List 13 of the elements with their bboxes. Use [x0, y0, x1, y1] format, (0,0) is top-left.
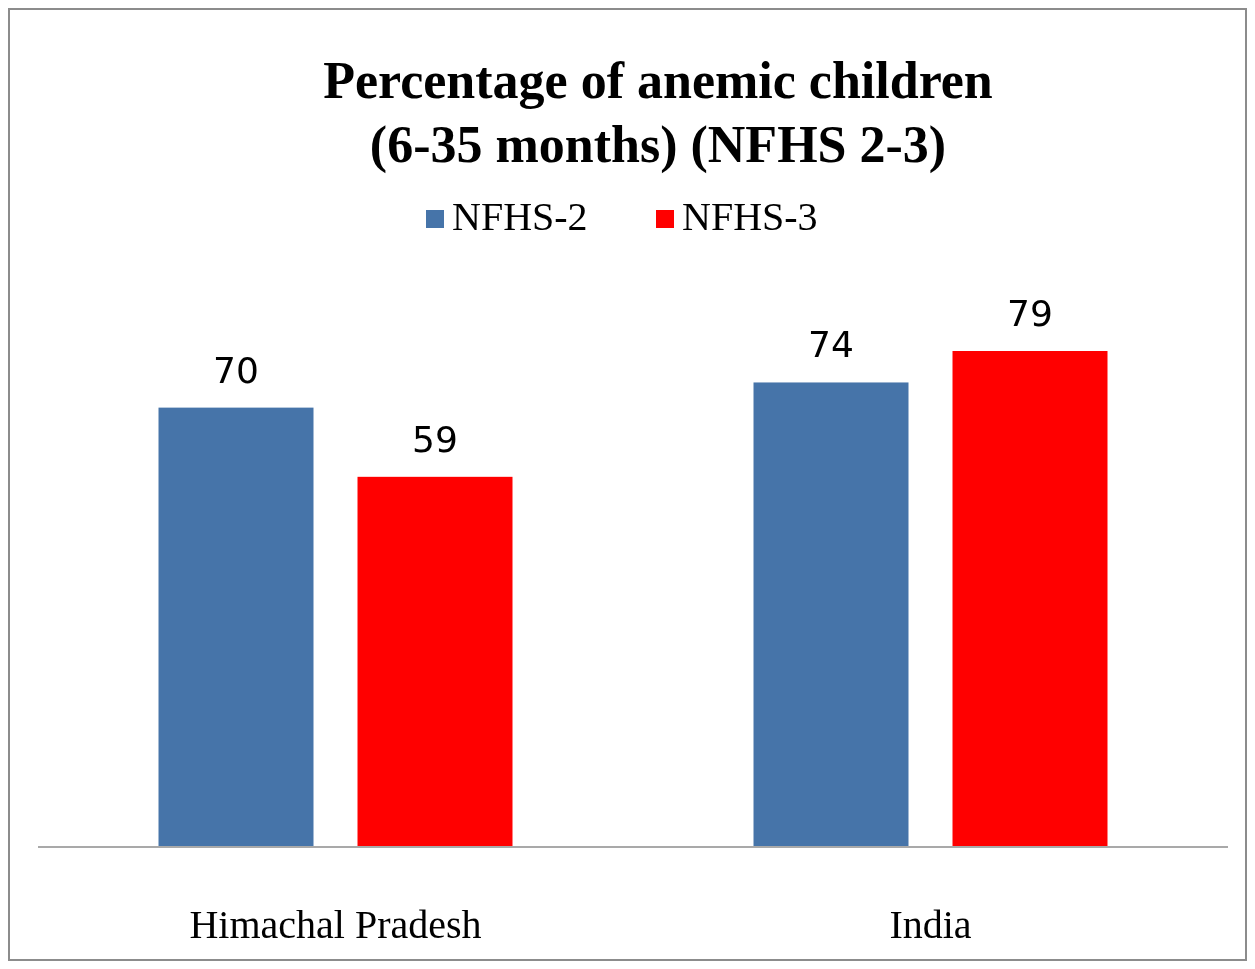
x-tick-label: India [889, 902, 972, 947]
bar [950, 349, 1110, 848]
legend-label: NFHS-3 [682, 194, 818, 239]
bar [156, 405, 316, 848]
chart-title: Percentage of anemic children (6-35 months) (NFHS 2-3) [323, 52, 993, 174]
data-label: 59 [412, 418, 458, 460]
data-label: 70 [213, 349, 259, 391]
bar [355, 474, 515, 848]
legend-label: NFHS-2 [452, 194, 588, 239]
data-label: 74 [808, 324, 854, 366]
bar [751, 380, 911, 848]
x-tick-label: Himachal Pradesh [189, 902, 482, 947]
data-label: 79 [1007, 293, 1053, 334]
